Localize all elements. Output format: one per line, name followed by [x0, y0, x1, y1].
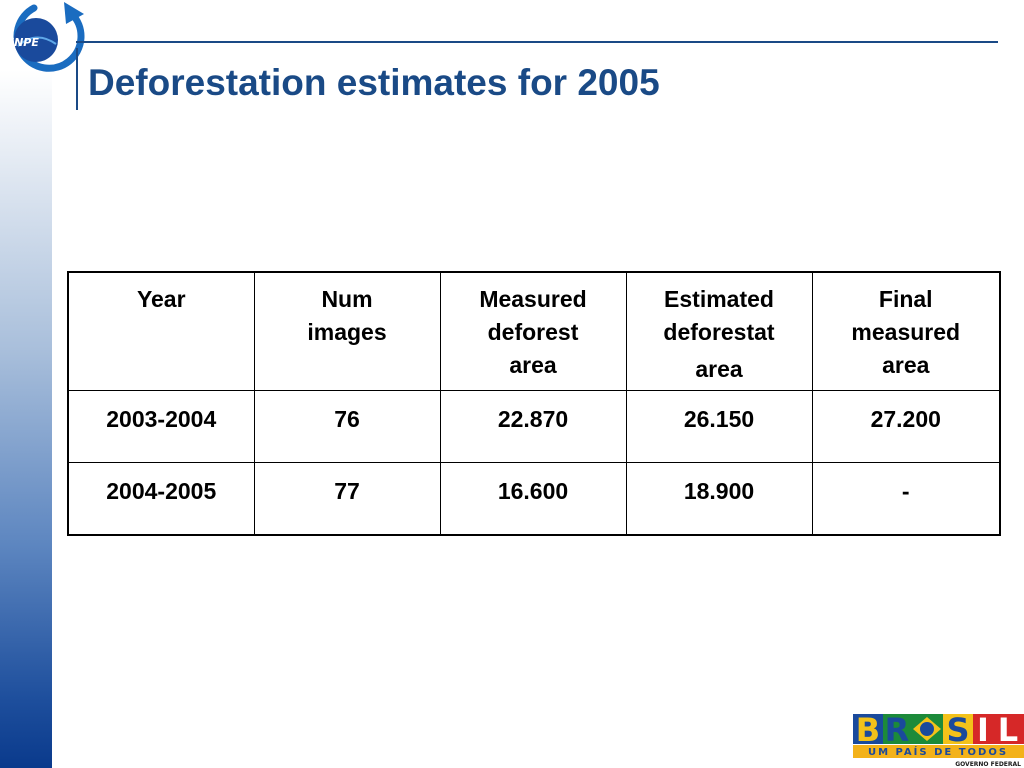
inpe-logo: INPE: [10, 2, 85, 72]
brasil-letter-r: R: [885, 712, 910, 749]
left-gradient-bar: [0, 70, 52, 768]
cell-estimated-area: 26.150: [625, 390, 813, 463]
cell-year: 2003-2004: [67, 390, 255, 463]
cell-measured-area: 22.870: [439, 390, 627, 463]
title-rule-vertical: [76, 48, 78, 110]
inpe-logo-text: INPE: [10, 36, 39, 49]
header-final-measured-area: Final measured area: [811, 271, 1001, 391]
brasil-government-logo: B R S I L UM PAÍS DE TODOS GOVERNO FEDER…: [853, 712, 1024, 768]
table-header-row: Year Num images Measured deforest area E…: [67, 271, 1001, 391]
table-row: 2003-2004 76 22.870 26.150 27.200: [67, 390, 1001, 463]
brasil-subline: GOVERNO FEDERAL: [955, 761, 1021, 768]
cell-num-images: 77: [253, 462, 441, 536]
cell-final-area: 27.200: [811, 390, 1001, 463]
title-rule-horizontal: [76, 41, 998, 43]
table-row: 2004-2005 77 16.600 18.900 -: [67, 462, 1001, 536]
header-measured-deforest-area: Measured deforest area: [439, 271, 627, 391]
deforestation-table: Year Num images Measured deforest area E…: [67, 271, 1001, 536]
header-estimated-deforestat-area: Estimated deforestat area: [625, 271, 813, 391]
header-year: Year: [67, 271, 255, 391]
header-num-images: Num images: [253, 271, 441, 391]
brasil-letter-s: S: [946, 712, 969, 749]
cell-measured-area: 16.600: [439, 462, 627, 536]
page-title: Deforestation estimates for 2005: [88, 62, 660, 103]
cell-estimated-area: 18.900: [625, 462, 813, 536]
cell-year: 2004-2005: [67, 462, 255, 536]
cell-final-area: -: [811, 462, 1001, 536]
brasil-letter-b: B: [856, 712, 880, 749]
brasil-letter-i: I: [977, 712, 989, 749]
brasil-tagline: UM PAÍS DE TODOS: [868, 745, 1008, 758]
brasil-letter-l: L: [998, 712, 1018, 749]
cell-num-images: 76: [253, 390, 441, 463]
